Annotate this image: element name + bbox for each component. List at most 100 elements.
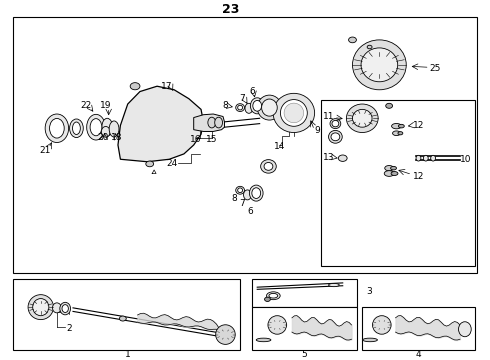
Ellipse shape: [385, 166, 393, 171]
Text: 12: 12: [413, 121, 424, 130]
Ellipse shape: [398, 132, 403, 135]
Ellipse shape: [273, 93, 315, 132]
Ellipse shape: [261, 159, 276, 173]
Ellipse shape: [338, 155, 347, 161]
Ellipse shape: [346, 104, 378, 132]
Bar: [13, 17, 477, 273]
Ellipse shape: [267, 292, 280, 300]
Ellipse shape: [431, 156, 436, 161]
Text: 14: 14: [273, 142, 285, 151]
Ellipse shape: [215, 117, 222, 128]
Ellipse shape: [236, 186, 245, 194]
Ellipse shape: [372, 316, 391, 334]
Ellipse shape: [28, 295, 53, 320]
Text: 12: 12: [413, 171, 424, 180]
Ellipse shape: [264, 162, 273, 170]
Ellipse shape: [109, 121, 119, 137]
Ellipse shape: [280, 100, 307, 126]
Text: 3: 3: [367, 287, 372, 296]
Circle shape: [120, 316, 126, 321]
Text: 5: 5: [302, 350, 308, 359]
Ellipse shape: [352, 40, 406, 90]
Ellipse shape: [62, 305, 69, 312]
Text: 7: 7: [240, 94, 245, 103]
Ellipse shape: [361, 48, 398, 82]
Text: 6: 6: [247, 207, 253, 216]
Text: 11: 11: [323, 112, 335, 121]
Ellipse shape: [284, 103, 304, 123]
Text: 9: 9: [314, 126, 319, 135]
Ellipse shape: [244, 190, 251, 200]
Text: 22: 22: [80, 101, 92, 110]
Text: 25: 25: [429, 64, 441, 73]
Ellipse shape: [268, 316, 287, 334]
Text: 19: 19: [100, 101, 112, 110]
Ellipse shape: [87, 114, 105, 140]
Text: 16: 16: [191, 135, 202, 144]
Ellipse shape: [238, 188, 243, 193]
Ellipse shape: [252, 188, 261, 198]
Ellipse shape: [332, 121, 339, 127]
Bar: [252, 279, 357, 307]
Text: 15: 15: [206, 135, 218, 144]
Ellipse shape: [398, 124, 404, 128]
Polygon shape: [118, 86, 203, 162]
Bar: [321, 100, 475, 266]
Text: 23: 23: [221, 3, 239, 16]
Ellipse shape: [384, 171, 394, 176]
Ellipse shape: [329, 130, 342, 143]
Ellipse shape: [216, 325, 235, 345]
Ellipse shape: [391, 172, 398, 175]
Text: 17: 17: [161, 82, 172, 91]
Ellipse shape: [208, 117, 216, 128]
Circle shape: [146, 161, 154, 167]
Ellipse shape: [423, 156, 428, 161]
Text: 13: 13: [323, 153, 335, 162]
Text: 7: 7: [240, 199, 245, 208]
Circle shape: [348, 37, 356, 43]
Ellipse shape: [250, 98, 264, 114]
Polygon shape: [194, 114, 224, 131]
Ellipse shape: [352, 109, 372, 127]
Ellipse shape: [329, 283, 339, 287]
Text: 2: 2: [66, 324, 72, 333]
Ellipse shape: [236, 104, 245, 112]
Ellipse shape: [459, 322, 471, 337]
Ellipse shape: [269, 293, 278, 298]
Text: 1: 1: [125, 350, 131, 359]
Ellipse shape: [249, 185, 263, 201]
Ellipse shape: [60, 302, 71, 315]
Ellipse shape: [363, 338, 377, 342]
Ellipse shape: [392, 131, 400, 136]
Ellipse shape: [33, 298, 49, 316]
Ellipse shape: [391, 166, 396, 170]
Ellipse shape: [49, 118, 64, 138]
Ellipse shape: [45, 114, 69, 143]
Text: 20: 20: [98, 134, 109, 143]
Ellipse shape: [245, 103, 253, 113]
Text: 24: 24: [166, 159, 177, 168]
Bar: [362, 307, 475, 350]
Ellipse shape: [52, 303, 61, 313]
Text: 10: 10: [460, 155, 471, 164]
Text: 6: 6: [249, 87, 255, 96]
Ellipse shape: [73, 122, 80, 135]
Circle shape: [265, 297, 270, 301]
Ellipse shape: [253, 100, 262, 111]
Ellipse shape: [262, 99, 277, 116]
Text: 8: 8: [231, 194, 237, 203]
Ellipse shape: [102, 118, 113, 136]
Ellipse shape: [101, 126, 110, 137]
Circle shape: [367, 45, 372, 49]
Ellipse shape: [70, 119, 83, 138]
Text: 8: 8: [222, 100, 228, 109]
Ellipse shape: [256, 338, 271, 342]
Text: 4: 4: [416, 350, 421, 359]
Ellipse shape: [331, 133, 340, 141]
Circle shape: [130, 83, 140, 90]
Ellipse shape: [416, 156, 421, 161]
Ellipse shape: [257, 95, 282, 120]
Ellipse shape: [90, 119, 102, 136]
Ellipse shape: [330, 119, 341, 129]
Text: 21: 21: [39, 146, 50, 155]
